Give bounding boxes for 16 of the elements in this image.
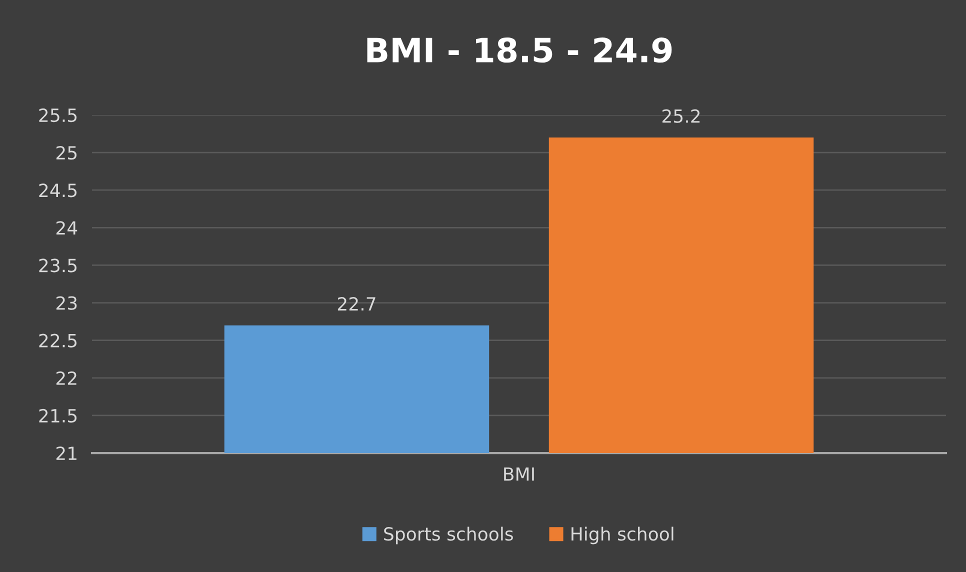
data-label: 25.2: [662, 109, 700, 123]
chart-title: BMI - 18.5 - 24.9: [367, 37, 672, 63]
data-label: 22.7: [338, 297, 376, 310]
y-tick-label: 24: [56, 221, 78, 235]
y-tick-label: 23.5: [39, 258, 77, 272]
y-tick-label: 25: [56, 146, 77, 160]
y-tick-label: 22: [56, 371, 76, 385]
legend-label: High school: [572, 526, 674, 544]
y-tick-label: 25.5: [39, 108, 77, 122]
y-tick-label: 21.5: [39, 408, 77, 423]
y-tick-label: 21: [56, 446, 76, 460]
x-tick-label: BMI: [504, 467, 534, 481]
legend-label: Sports schools: [384, 526, 513, 544]
y-tick-label: 24.5: [39, 184, 77, 198]
y-tick-label: 23: [56, 296, 77, 310]
y-tick-label: 22.5: [39, 334, 77, 348]
